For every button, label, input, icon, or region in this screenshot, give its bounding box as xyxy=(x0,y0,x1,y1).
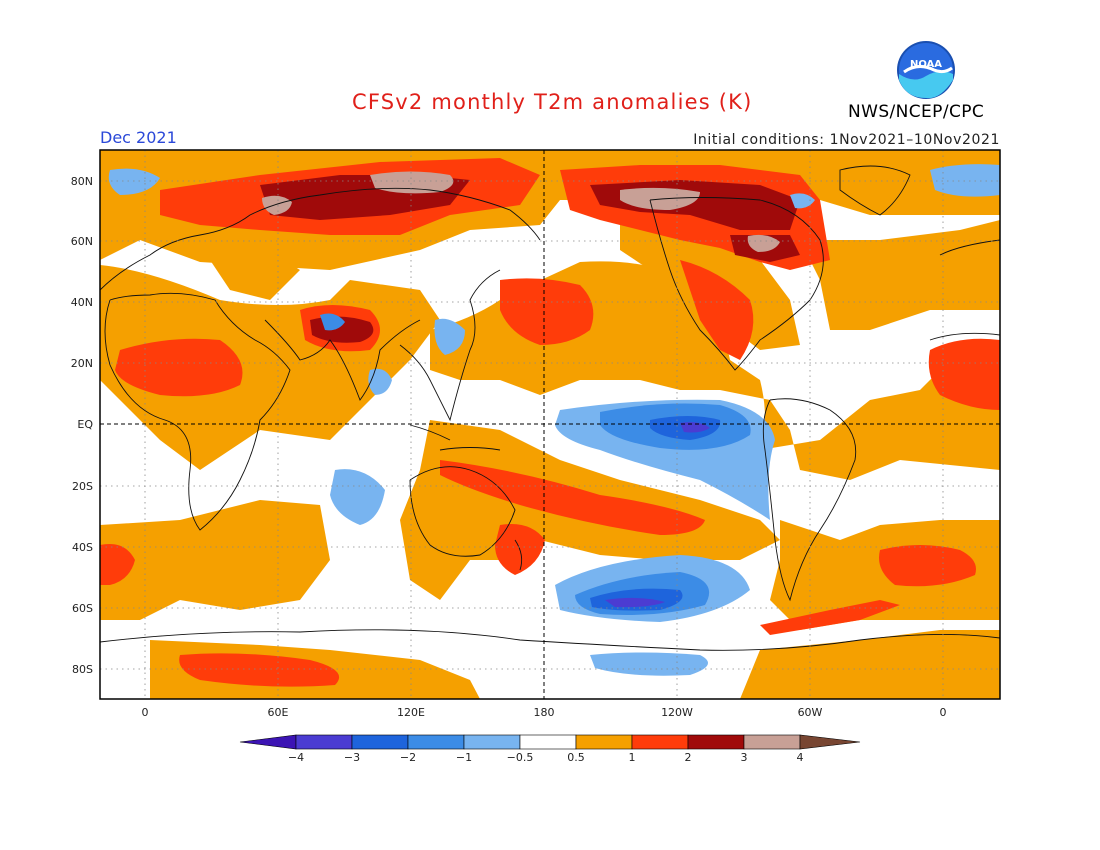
longitude-label: 60E xyxy=(268,706,289,719)
coastline xyxy=(514,539,523,571)
coastline xyxy=(104,292,291,531)
colorbar-tick-label: 0.5 xyxy=(567,751,585,764)
anomaly-region xyxy=(370,171,454,194)
anomaly-region xyxy=(800,220,1000,330)
anomaly-region xyxy=(179,653,340,687)
colorbar-arrow-left xyxy=(239,734,297,750)
latitude-label: 80S xyxy=(72,663,93,676)
anomaly-region xyxy=(740,630,1000,699)
colorbar-swatch xyxy=(743,734,801,750)
longitude-label: 120E xyxy=(397,706,425,719)
colorbar-swatch xyxy=(519,734,577,750)
colorbar-swatch xyxy=(631,734,689,750)
longitude-label: 120W xyxy=(661,706,693,719)
colorbar-swatch xyxy=(575,734,633,750)
coastlines xyxy=(100,165,1000,651)
longitude-label: 0 xyxy=(940,706,947,719)
latitude-label: 40N xyxy=(71,296,93,309)
anomaly-region xyxy=(760,600,900,635)
noaa-logo-icon: NOAA xyxy=(897,41,955,99)
anomaly-region xyxy=(320,313,345,331)
axis-labels: 80N 60N 40N 20N EQ 20S 40S 60S 80S 0 60E 120E 180 120… xyxy=(71,175,947,719)
anomaly-region xyxy=(790,193,815,209)
agency-label: NWS/NCEP/CPC xyxy=(848,102,985,122)
anomaly-region xyxy=(115,338,243,397)
coastline xyxy=(399,269,501,422)
coastline xyxy=(264,319,421,401)
longitude-label: 0 xyxy=(142,706,149,719)
anomaly-region xyxy=(100,500,330,620)
anomaly-region xyxy=(440,460,705,535)
latitude-label: 20S xyxy=(72,480,93,493)
anomaly-region xyxy=(434,318,465,355)
longitude-label: 60W xyxy=(798,706,823,719)
map-frame xyxy=(99,149,1001,700)
map-title: CFSv2 monthly T2m anomalies (K) xyxy=(352,90,753,114)
coastline xyxy=(839,165,911,216)
latitude-label: 80N xyxy=(71,175,93,188)
colorbar-swatch xyxy=(295,734,353,750)
anomaly-region xyxy=(500,278,594,345)
colorbar-swatch xyxy=(407,734,465,750)
anomaly-region xyxy=(210,225,300,300)
anomaly-shading xyxy=(100,150,1000,699)
colorbar-tick-label: −0.5 xyxy=(507,751,534,764)
colorbar-tick-label: −2 xyxy=(400,751,416,764)
anomaly-region xyxy=(930,164,1000,197)
colorbar-tick-label: 4 xyxy=(797,751,804,764)
colorbar-tick-label: 1 xyxy=(629,751,636,764)
anomaly-region xyxy=(879,545,976,587)
anomaly-region xyxy=(330,469,385,525)
colorbar-swatch xyxy=(463,734,521,750)
anomaly-region xyxy=(747,234,780,252)
noaa-logo-text: NOAA xyxy=(910,59,942,70)
colorbar-tick-label: 3 xyxy=(741,751,748,764)
colorbar: −4 −3 −2 −1 −0.5 0.5 1 2 3 4 xyxy=(239,734,861,764)
longitude-label: 180 xyxy=(534,706,555,719)
anomaly-region xyxy=(108,168,160,195)
colorbar-arrow-right xyxy=(799,734,861,750)
gridlines xyxy=(100,150,1000,699)
anomaly-region xyxy=(605,597,665,608)
forecast-month: Dec 2021 xyxy=(100,128,177,147)
anomaly-region xyxy=(100,544,135,585)
latitude-label: EQ xyxy=(77,418,93,431)
coastline xyxy=(762,398,857,602)
colorbar-tick-label: −1 xyxy=(456,751,472,764)
coastline xyxy=(409,466,516,557)
coastline xyxy=(409,424,501,451)
colorbar-swatch xyxy=(351,734,409,750)
colorbar-tick-label: 2 xyxy=(685,751,692,764)
anomaly-region xyxy=(680,422,710,433)
anomaly-region xyxy=(262,195,292,215)
anomaly-region xyxy=(680,260,754,360)
coastline xyxy=(100,187,541,291)
anomaly-region xyxy=(368,368,392,395)
coastline xyxy=(929,239,1000,341)
coastline xyxy=(100,629,1000,651)
latitude-label: 60N xyxy=(71,235,93,248)
colorbar-tick-label: −4 xyxy=(288,751,304,764)
colorbar-swatch xyxy=(687,734,745,750)
latitude-label: 60S xyxy=(72,602,93,615)
anomaly-region xyxy=(928,338,1000,410)
initial-conditions: Initial conditions: 1Nov2021–10Nov2021 xyxy=(693,132,1000,148)
anomaly-region xyxy=(590,652,708,676)
colorbar-tick-label: −3 xyxy=(344,751,360,764)
latitude-label: 20N xyxy=(71,357,93,370)
latitude-label: 40S xyxy=(72,541,93,554)
